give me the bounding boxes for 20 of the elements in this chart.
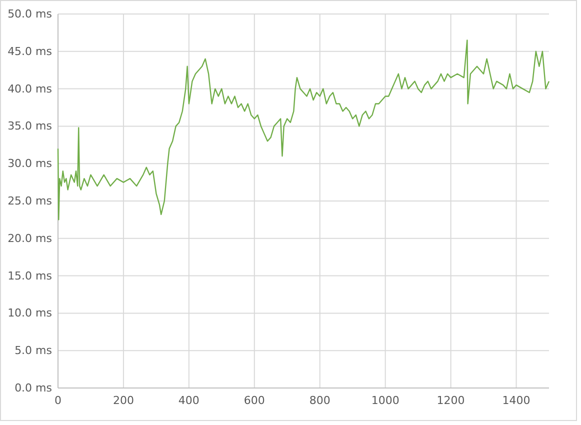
x-tick-label: 800 (309, 394, 330, 407)
y-tick-label: 50.0 ms (8, 8, 52, 21)
x-tick-label: 400 (178, 394, 200, 407)
y-tick-label: 45.0 ms (8, 44, 52, 58)
x-tick-label: 0 (54, 394, 62, 407)
y-tick-label: 35.0 ms (8, 120, 52, 133)
y-tick-label: 40.0 ms (8, 82, 52, 96)
x-tick-label: 1200 (436, 394, 465, 407)
x-tick-label: 600 (244, 394, 265, 407)
x-tick-label: 1400 (502, 394, 530, 407)
y-tick-label: 20.0 ms (8, 232, 52, 245)
line-series (57, 40, 550, 220)
x-tick-label: 1000 (371, 394, 400, 407)
y-tick-label: 0.0 ms (14, 382, 52, 395)
y-tick-label: 10.0 ms (8, 306, 52, 320)
y-tick-label: 25.0 ms (8, 194, 52, 208)
y-tick-label: 5.0 ms (14, 344, 52, 358)
x-tick-label: 200 (112, 394, 134, 407)
y-tick-label: 15.0 ms (8, 269, 52, 282)
y-tick-label: 30.0 ms (8, 157, 52, 170)
